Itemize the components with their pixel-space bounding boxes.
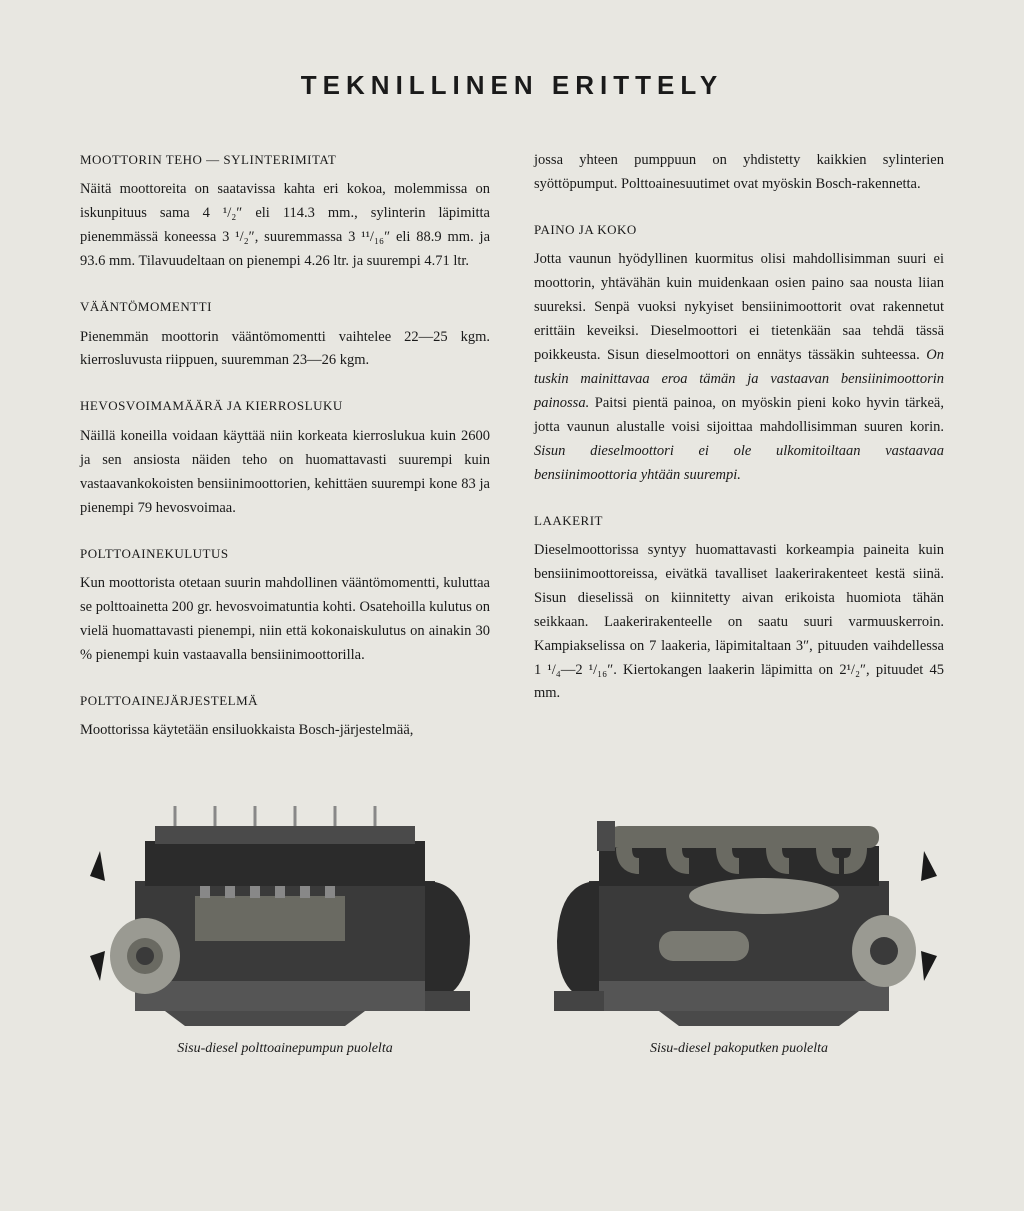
left-column: MOOTTORIN TEHO — SYLINTERIMITAT Näitä mo… [80,149,490,743]
right-column: jossa yhteen pumppuun on yhdistetty kaik… [534,149,944,743]
section-head-paino: PAINO JA KOKO [534,219,944,240]
section-body-vaanto: Pienemmän moottorin vääntömomentti vaiht… [80,326,490,374]
paino-text-2: Paitsi pientä painoa, on myöskin pieni k… [534,395,944,435]
paino-text-1: Jotta vaunun hyödyllinen kuormitus olisi… [534,251,944,363]
section-continuation: jossa yhteen pumppuun on yhdistetty kaik… [534,149,944,197]
section-head-vaanto: VÄÄNTÖMOMENTTI [80,296,490,317]
section-body-hevos: Näillä koneilla voidaan käyttää niin kor… [80,425,490,521]
engine-illustration-right [534,791,944,1031]
section-head-jarjestelma: POLTTOAINEJÄRJESTELMÄ [80,690,490,711]
section-head-kulutus: POLTTOAINEKULUTUS [80,543,490,564]
section-body-jarjestelma: Moottorissa käytetään ensiluokkaista Bos… [80,719,490,743]
section-head-laakerit: LAAKERIT [534,510,944,531]
section-body-laakerit: Dieselmoottorissa syntyy huomattavasti k… [534,539,944,706]
figure-left: Sisu-diesel polttoainepumpun puolelta [80,791,490,1057]
section-body-paino: Jotta vaunun hyödyllinen kuormitus olisi… [534,248,944,487]
paino-em-2: Sisun dieselmoottori ei ole ulkomitoilta… [534,443,944,483]
text-columns: MOOTTORIN TEHO — SYLINTERIMITAT Näitä mo… [80,149,944,743]
figure-right: Sisu-diesel pakoputken puolelta [534,791,944,1057]
figures-row: Sisu-diesel polttoainepumpun puolelta [80,791,944,1057]
section-body-kulutus: Kun moottorista otetaan suurin mahdollin… [80,572,490,668]
page-title: TEKNILLINEN ERITTELY [80,70,944,101]
engine-illustration-left [80,791,490,1031]
caption-right: Sisu-diesel pakoputken puolelta [650,1041,828,1057]
section-body-teho: Näitä moottoreita on saatavissa kahta er… [80,178,490,274]
section-head-teho: MOOTTORIN TEHO — SYLINTERIMITAT [80,149,490,170]
section-head-hevos: HEVOSVOIMAMÄÄRÄ JA KIERROSLUKU [80,395,490,416]
caption-left: Sisu-diesel polttoainepumpun puolelta [177,1041,392,1057]
